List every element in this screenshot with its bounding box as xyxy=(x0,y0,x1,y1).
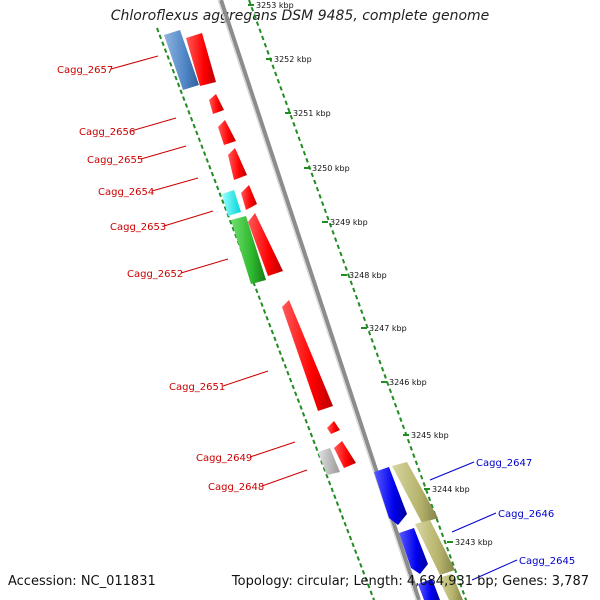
ruler-dotted-track xyxy=(248,0,468,600)
cog-block[interactable] xyxy=(438,574,463,600)
scale-tick-label: 3251 kbp xyxy=(293,109,331,118)
gene-label[interactable]: Cagg_2655 xyxy=(87,155,143,166)
gene-arrow[interactable] xyxy=(186,33,216,86)
gene-arrow[interactable] xyxy=(399,528,428,574)
label-leader-line xyxy=(151,177,199,192)
label-leader-line xyxy=(451,512,497,533)
cog-block[interactable] xyxy=(231,216,266,284)
scale-ticks: 3253 kbp 3252 kbp 3251 kbp 3250 kbp 3249 kbp… xyxy=(248,1,493,547)
label-leader-line xyxy=(163,210,214,227)
gene-arrow[interactable] xyxy=(241,185,257,210)
reverse-gene-labels: Cagg_2657 Cagg_2656 Cagg_2655 Cagg_2654 Cagg… xyxy=(57,55,308,493)
label-leader-line xyxy=(130,117,177,132)
gene-label[interactable]: Cagg_2651 xyxy=(169,382,225,393)
scale-tick-label: 3244 kbp xyxy=(432,485,470,494)
forward-strand-genes xyxy=(374,467,440,600)
label-leader-line xyxy=(249,441,296,458)
gene-arrow[interactable] xyxy=(282,300,333,411)
scale-tick-label: 3248 kbp xyxy=(349,271,387,280)
label-leader-line xyxy=(429,461,475,481)
forward-gene-labels: Cagg_2647 Cagg_2646 Cagg_2645 xyxy=(429,458,575,581)
gene-label[interactable]: Cagg_2653 xyxy=(110,222,166,233)
gene-arrow[interactable] xyxy=(218,120,236,145)
cog-block[interactable] xyxy=(318,448,340,475)
scale-tick-label: 3249 kbp xyxy=(330,218,368,227)
cog-block[interactable] xyxy=(392,462,438,523)
gene-arrow[interactable] xyxy=(248,213,283,276)
scale-tick-label: 3250 kbp xyxy=(312,164,350,173)
scale-tick-label: 3252 kbp xyxy=(274,55,312,64)
gene-arrow[interactable] xyxy=(374,467,407,525)
gene-label[interactable]: Cagg_2647 xyxy=(476,458,532,469)
gene-arrow[interactable] xyxy=(228,148,247,180)
label-leader-line xyxy=(180,258,229,274)
accession-text: Accession: NC_011831 xyxy=(8,574,156,589)
gc-dotted-track xyxy=(156,27,376,600)
gene-arrow[interactable] xyxy=(334,441,356,468)
gene-label[interactable]: Cagg_2649 xyxy=(196,453,252,464)
genome-backbone-highlight xyxy=(217,0,417,600)
scale-tick-label: 3243 kbp xyxy=(455,538,493,547)
cog-block[interactable] xyxy=(415,520,455,575)
cog-block[interactable] xyxy=(164,30,199,90)
label-leader-line xyxy=(110,55,159,70)
gene-label[interactable]: Cagg_2646 xyxy=(498,509,554,520)
gene-label[interactable]: Cagg_2652 xyxy=(127,269,183,280)
label-leader-line xyxy=(261,469,308,487)
cog-track xyxy=(164,30,463,600)
scale-tick-label: 3245 kbp xyxy=(411,431,449,440)
label-leader-line xyxy=(222,370,269,387)
gene-arrow[interactable] xyxy=(209,94,224,114)
label-leader-line xyxy=(140,145,187,160)
gene-arrow[interactable] xyxy=(327,421,340,434)
gene-label[interactable]: Cagg_2656 xyxy=(79,127,135,138)
topology-text: Topology: circular; Length: 4,684,931 bp… xyxy=(231,574,589,589)
scale-tick-label: 3253 kbp xyxy=(256,1,294,10)
gene-label[interactable]: Cagg_2648 xyxy=(208,482,264,493)
scale-tick-label: 3247 kbp xyxy=(369,324,407,333)
gene-arrow[interactable] xyxy=(418,579,440,600)
map-title: Chloroflexus aggregans DSM 9485, complet… xyxy=(110,8,490,24)
cog-block[interactable] xyxy=(222,190,241,216)
gene-label[interactable]: Cagg_2645 xyxy=(519,556,575,567)
gene-label[interactable]: Cagg_2657 xyxy=(57,65,113,76)
scale-tick-label: 3246 kbp xyxy=(389,378,427,387)
gene-label[interactable]: Cagg_2654 xyxy=(98,187,154,198)
reverse-strand-genes xyxy=(186,33,356,468)
label-leader-line xyxy=(471,559,518,581)
